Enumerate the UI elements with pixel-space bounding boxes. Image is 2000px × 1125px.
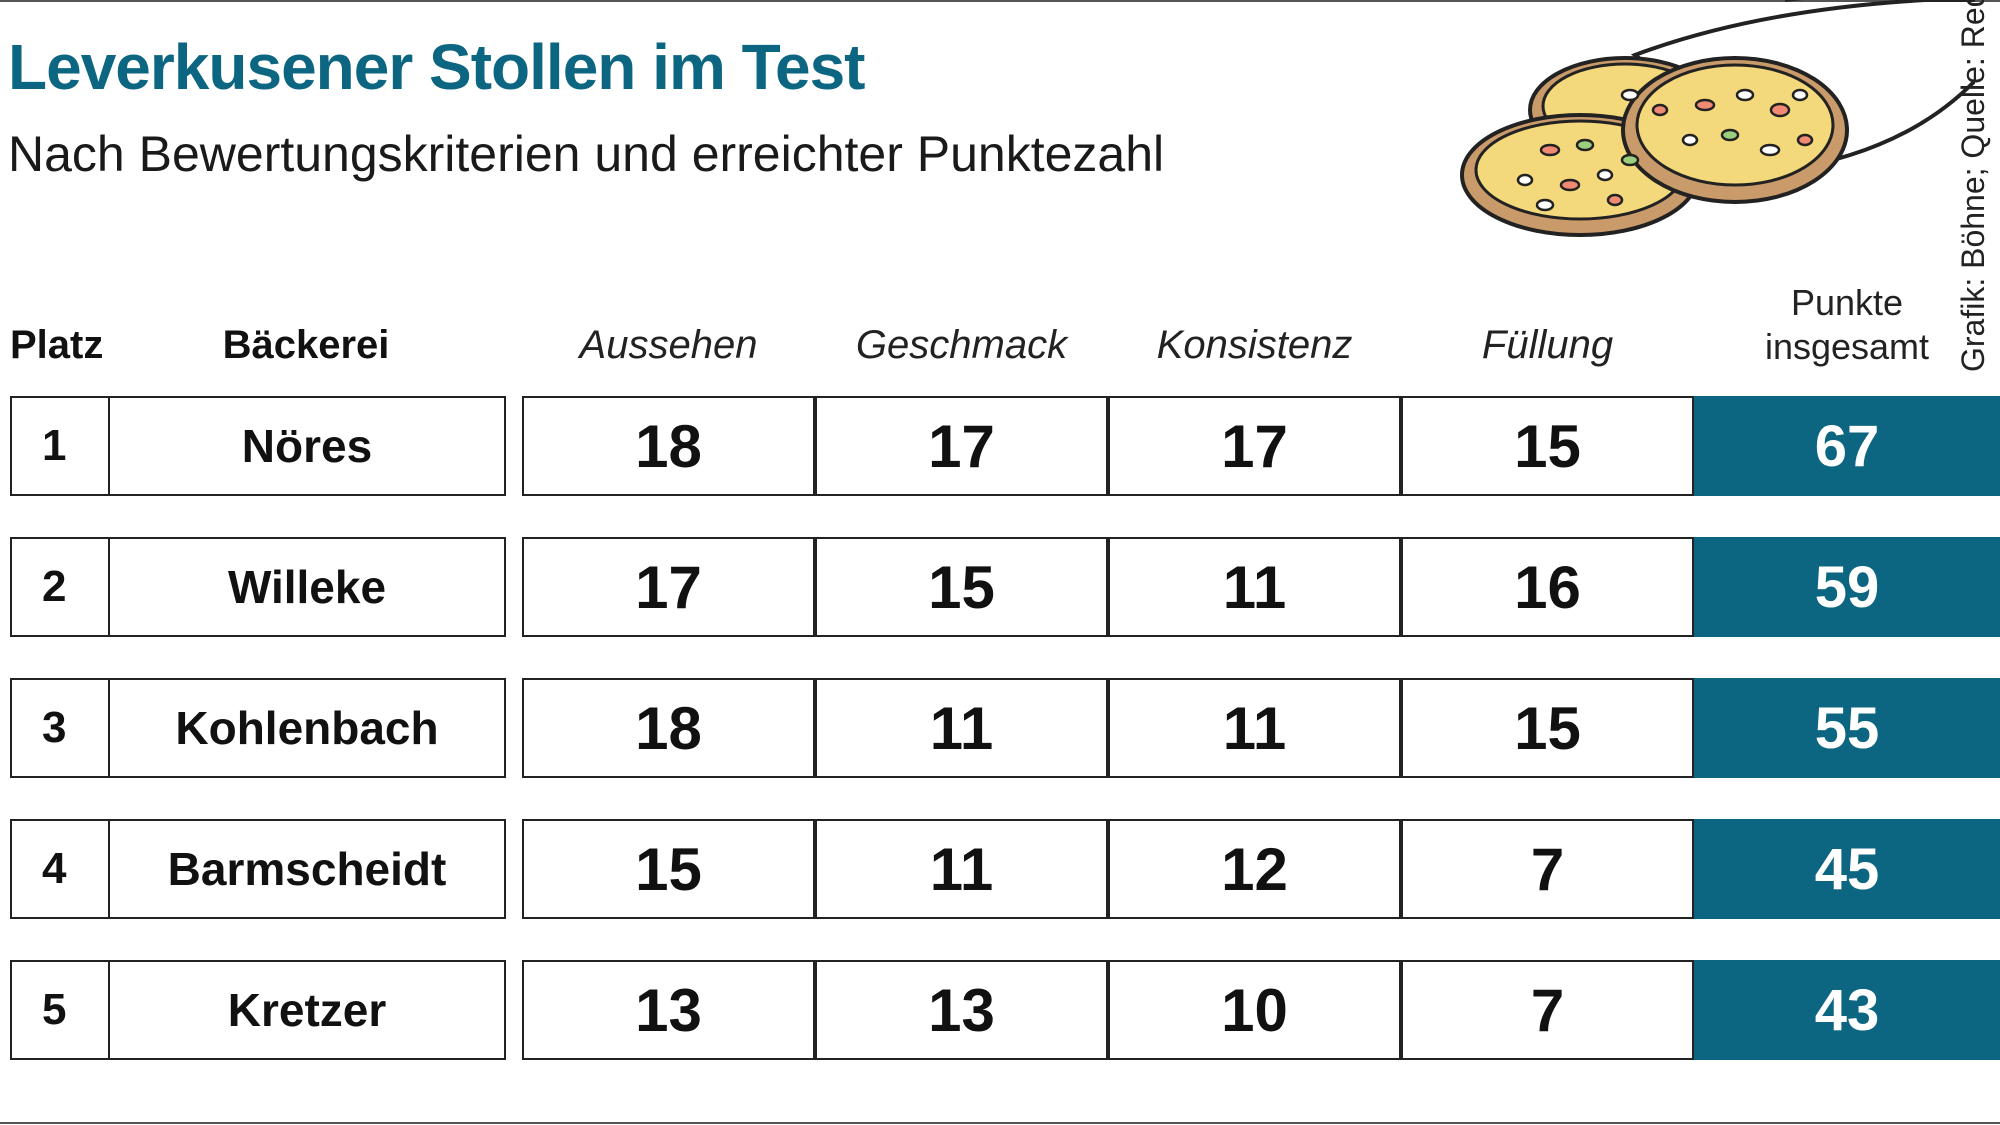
header-total-line1: Punkte [1790,282,1904,323]
bakery-name-cell: Barmscheidt [108,819,506,919]
header-geschmack: Geschmack [855,323,1068,367]
score-cell-fuellung: 7 [1401,819,1694,919]
score-cell-geschmack: 15 [815,537,1108,637]
rank-cell: 1 [10,396,110,496]
score-cell-aussehen: 18 [522,678,815,778]
total-score-cell: 59 [1694,537,2000,637]
total-score-cell: 43 [1694,960,2000,1060]
score-cell-konsistenz: 17 [1108,396,1401,496]
bottom-rule [0,1122,2000,1124]
total-score-cell: 55 [1694,678,2000,778]
score-cell-geschmack: 13 [815,960,1108,1060]
bakery-name-cell: Kretzer [108,960,506,1060]
top-rule [0,0,2000,2]
score-cell-geschmack: 11 [815,678,1108,778]
score-cell-fuellung: 15 [1401,678,1694,778]
score-cell-konsistenz: 12 [1108,819,1401,919]
score-cell-aussehen: 13 [522,960,815,1060]
header-konsistenz: Konsistenz [1156,323,1353,367]
chart-subtitle: Nach Bewertungskriterien und erreichter … [8,126,1165,182]
header-total-line2: insgesamt [1764,326,1930,367]
header-rank: Platz [10,323,104,367]
score-cell-konsistenz: 11 [1108,537,1401,637]
rank-cell: 5 [10,960,110,1060]
score-cell-geschmack: 11 [815,819,1108,919]
rank-cell: 4 [10,819,110,919]
score-cell-fuellung: 15 [1401,396,1694,496]
score-cell-konsistenz: 11 [1108,678,1401,778]
score-cell-konsistenz: 10 [1108,960,1401,1060]
total-score-cell: 45 [1694,819,2000,919]
score-cell-aussehen: 17 [522,537,815,637]
rank-cell: 3 [10,678,110,778]
header-aussehen: Aussehen [579,323,758,367]
score-cell-fuellung: 16 [1401,537,1694,637]
header-fuellung: Füllung [1481,323,1614,367]
score-cell-aussehen: 15 [522,819,815,919]
bakery-name-cell: Willeke [108,537,506,637]
bakery-name-cell: Kohlenbach [108,678,506,778]
header-bakery: Bäckerei [222,323,390,367]
bakery-name-cell: Nöres [108,396,506,496]
rank-cell: 2 [10,537,110,637]
score-cell-aussehen: 18 [522,396,815,496]
chart-title: Leverkusener Stollen im Test [8,31,865,103]
score-cell-fuellung: 7 [1401,960,1694,1060]
total-score-cell: 67 [1694,396,2000,496]
stollen-slices-icon [1460,0,1975,237]
score-cell-geschmack: 17 [815,396,1108,496]
